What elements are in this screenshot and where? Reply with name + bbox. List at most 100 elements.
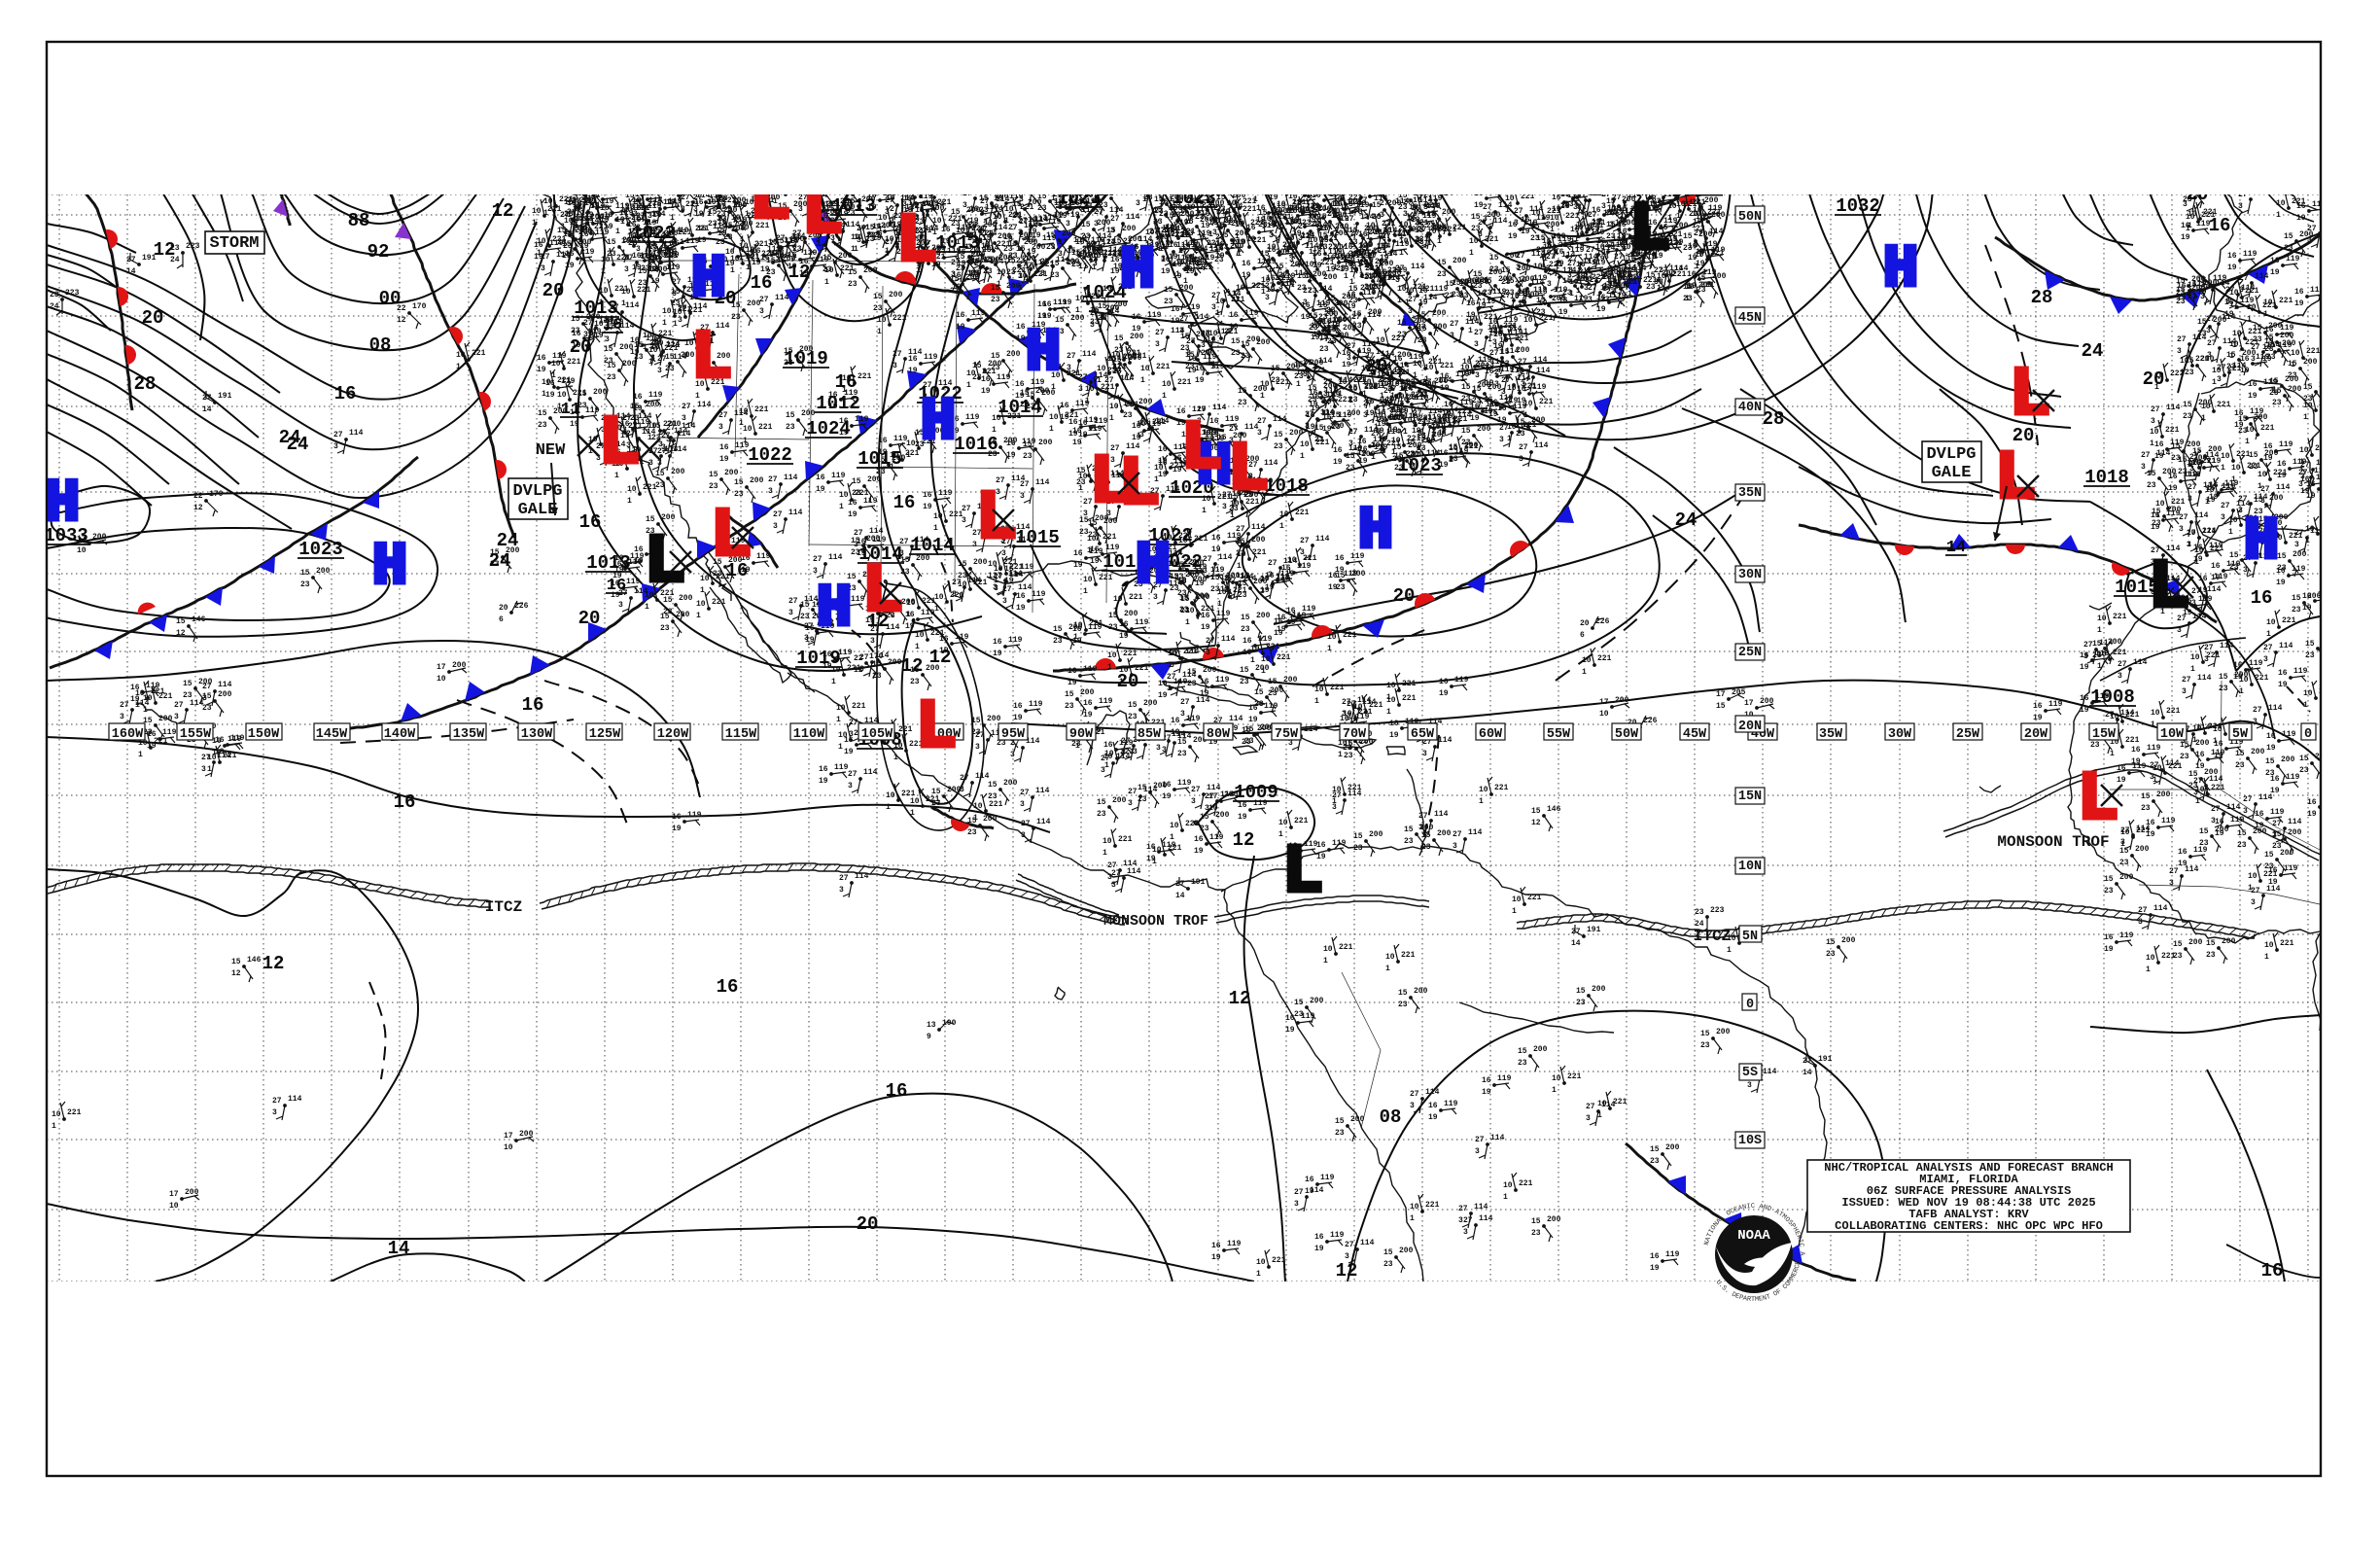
svg-text:DVLPG: DVLPG [1926, 445, 1976, 464]
svg-text:50N: 50N [1738, 210, 1762, 225]
svg-text:1023: 1023 [1397, 455, 1442, 476]
svg-text:1014: 1014 [858, 544, 903, 565]
svg-text:20: 20 [1393, 585, 1416, 607]
svg-text:L: L [976, 481, 1017, 558]
svg-text:1015: 1015 [2115, 577, 2159, 598]
svg-text:24: 24 [287, 434, 309, 455]
svg-text:60W: 60W [1479, 727, 1503, 742]
svg-text:150W: 150W [248, 727, 280, 742]
svg-text:16: 16 [2251, 587, 2273, 609]
svg-text:16: 16 [893, 492, 916, 513]
svg-text:145W: 145W [316, 727, 348, 742]
svg-text:110W: 110W [793, 727, 825, 742]
svg-text:1012: 1012 [816, 393, 860, 414]
svg-text:1024: 1024 [806, 418, 851, 439]
svg-text:12: 12 [1233, 829, 1255, 851]
svg-text:L: L [1995, 441, 2036, 518]
svg-text:1024: 1024 [1082, 282, 1127, 303]
svg-text:1018: 1018 [2084, 467, 2129, 488]
svg-text:H: H [1358, 499, 1393, 565]
svg-text:H: H [817, 577, 852, 643]
svg-text:08: 08 [1380, 1106, 1402, 1128]
svg-text:L: L [1119, 447, 1160, 524]
svg-text:12: 12 [929, 647, 952, 668]
svg-text:L: L [599, 406, 640, 483]
svg-text:120W: 120W [657, 727, 689, 742]
svg-text:ITCZ: ITCZ [1694, 928, 1731, 945]
svg-text:0: 0 [1746, 998, 1754, 1012]
svg-text:L: L [802, 176, 843, 253]
svg-text:55W: 55W [1547, 727, 1571, 742]
svg-text:35N: 35N [1738, 486, 1762, 501]
svg-text:L: L [2078, 762, 2118, 839]
svg-text:L: L [2010, 358, 2050, 435]
svg-text:DVLPG: DVLPG [512, 482, 562, 501]
svg-text:06Z SURFACE PRESSURE ANALYSIS: 06Z SURFACE PRESSURE ANALYSIS [1867, 1184, 2071, 1198]
svg-text:1023: 1023 [1057, 188, 1102, 209]
svg-text:140W: 140W [384, 727, 416, 742]
svg-text:H: H [1026, 321, 1061, 387]
svg-text:28: 28 [1763, 408, 1785, 430]
svg-text:100W: 100W [929, 727, 962, 742]
svg-text:00: 00 [379, 288, 402, 309]
svg-text:20: 20 [857, 1213, 879, 1235]
svg-text:1018: 1018 [1264, 475, 1309, 497]
svg-text:1013: 1013 [574, 298, 618, 319]
svg-text:24: 24 [497, 530, 519, 551]
svg-text:20: 20 [570, 336, 592, 358]
svg-text:16: 16 [603, 316, 622, 334]
svg-text:12: 12 [1336, 1260, 1358, 1282]
svg-text:TAFB ANALYST: KRV: TAFB ANALYST: KRV [1908, 1208, 2029, 1221]
svg-text:1013: 1013 [586, 552, 631, 574]
svg-text:20: 20 [142, 307, 164, 329]
svg-text:16: 16 [579, 511, 602, 533]
svg-text:L: L [896, 204, 937, 281]
svg-text:GALE: GALE [1932, 464, 1972, 482]
svg-text:L: L [1282, 835, 1323, 912]
svg-text:20: 20 [715, 288, 737, 309]
svg-text:12: 12 [901, 655, 924, 677]
svg-text:85W: 85W [1138, 727, 1162, 742]
svg-text:COLLABORATING CENTERS: NHC OPC: COLLABORATING CENTERS: NHC OPC WPC HFO [1835, 1219, 2103, 1233]
svg-text:70W: 70W [1343, 727, 1367, 742]
svg-text:12: 12 [867, 611, 890, 632]
svg-text:16: 16 [726, 560, 749, 581]
svg-text:95W: 95W [1001, 727, 1026, 742]
svg-text:25N: 25N [1738, 646, 1762, 660]
svg-text:14: 14 [388, 1238, 410, 1259]
svg-text:40N: 40N [1738, 401, 1762, 415]
svg-text:L: L [862, 554, 903, 631]
svg-text:5W: 5W [2232, 727, 2249, 742]
svg-text:12: 12 [1229, 988, 1251, 1009]
svg-text:30N: 30N [1738, 568, 1762, 582]
svg-text:1009: 1009 [1234, 782, 1278, 803]
svg-text:25W: 25W [1956, 727, 1980, 742]
svg-text:MONSOON TROF: MONSOON TROF [1997, 833, 2109, 851]
svg-text:16: 16 [2261, 1260, 2284, 1282]
svg-text:16: 16 [751, 272, 773, 294]
svg-text:24: 24 [1675, 509, 1698, 531]
svg-text:MONSOON TROF: MONSOON TROF [1103, 913, 1208, 930]
svg-text:1008: 1008 [2090, 686, 2135, 708]
svg-text:135W: 135W [453, 727, 485, 742]
svg-text:0: 0 [2304, 727, 2312, 742]
svg-text:92: 92 [368, 241, 390, 263]
svg-text:5N: 5N [1742, 930, 1758, 944]
svg-text:H: H [691, 247, 726, 313]
svg-text:ISSUED: WED NOV 19 08:44:38 UT: ISSUED: WED NOV 19 08:44:38 UTC 2025 [1841, 1196, 2095, 1210]
svg-text:20N: 20N [1738, 720, 1762, 734]
svg-text:16: 16 [522, 694, 544, 716]
svg-text:20: 20 [578, 608, 601, 629]
svg-text:L: L [691, 321, 732, 398]
svg-text:1022: 1022 [631, 223, 676, 244]
svg-text:1023: 1023 [1172, 188, 1216, 209]
svg-text:H: H [45, 472, 80, 538]
svg-text:24: 24 [279, 427, 301, 448]
svg-text:L: L [1181, 411, 1222, 488]
svg-text:20: 20 [2143, 369, 2165, 390]
svg-text:12: 12 [154, 239, 176, 261]
svg-text:1019: 1019 [784, 348, 828, 369]
svg-text:H: H [1883, 237, 1918, 303]
svg-text:105W: 105W [861, 727, 893, 742]
svg-text:L: L [1629, 193, 1670, 269]
